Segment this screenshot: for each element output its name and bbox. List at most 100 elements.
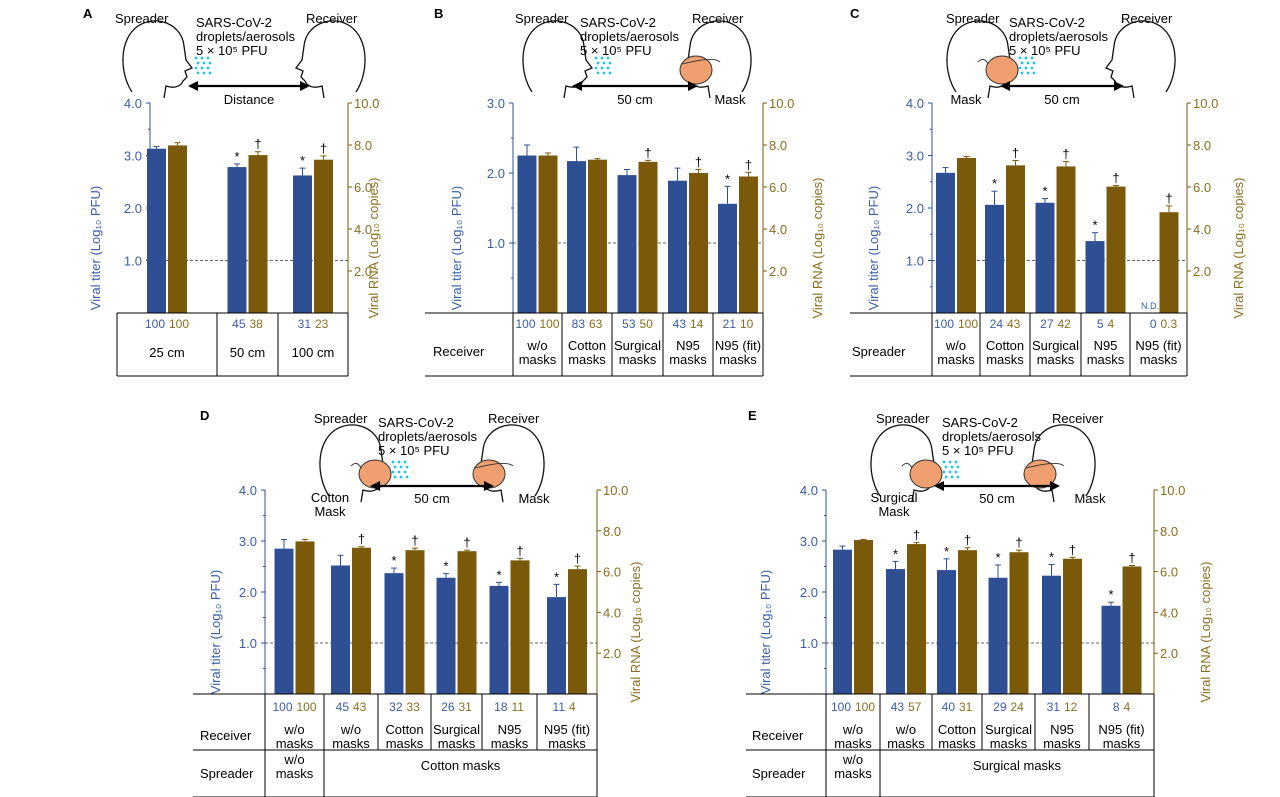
aerosol-droplet <box>954 470 958 474</box>
aerosol-droplet <box>393 465 397 469</box>
category-label-line: N95 (fit) <box>544 722 590 737</box>
right-tick-label: 6.0 <box>1160 565 1178 580</box>
receiver-mask-label: Mask <box>714 92 746 107</box>
right-tick-label: 10.0 <box>1193 96 1218 111</box>
pct-titer: 11 <box>553 700 566 714</box>
bar-rna <box>352 547 371 694</box>
pct-rna: 100 <box>297 700 317 714</box>
right-tick-label: 8.0 <box>769 138 787 153</box>
arrowhead-left <box>572 81 582 91</box>
left-tick-label: 1.0 <box>906 254 924 269</box>
right-tick-label: 4.0 <box>1160 605 1178 620</box>
bar-rna <box>958 550 977 694</box>
head-outline <box>870 424 942 503</box>
right-tick-label: 8.0 <box>354 138 372 153</box>
category-label-line: w/o <box>526 338 547 353</box>
mask-strap <box>350 463 362 469</box>
significance-star: * <box>234 149 239 164</box>
aerosol-droplet <box>391 460 395 464</box>
aerosol-droplet <box>1026 61 1030 65</box>
pct-titer: 24 <box>990 317 1004 331</box>
row2-label: Spreader <box>200 766 254 781</box>
bar-rna <box>957 158 976 313</box>
aerosol-droplet <box>196 61 200 65</box>
mask-strap <box>977 59 989 65</box>
aerosol-droplet <box>956 465 960 469</box>
category-label-line: N95 (fit) <box>1098 722 1144 737</box>
pct-rna: 24 <box>1011 700 1025 714</box>
aerosol-droplet <box>954 460 958 464</box>
aerosol-droplet <box>206 56 210 60</box>
aerosol-droplet <box>950 465 954 469</box>
bar-rna <box>568 569 587 694</box>
significance-dagger: † <box>358 532 365 547</box>
virus-label: SARS-CoV-2 <box>1009 15 1085 30</box>
mask-strap <box>474 463 514 469</box>
category-label-line: N95 <box>676 338 700 353</box>
spreader-label: Spreader <box>515 11 569 26</box>
row-label: Receiver <box>200 728 252 743</box>
pct-rna: 23 <box>315 317 329 331</box>
left-tick-label: 3.0 <box>239 534 257 549</box>
pct-titer: 100 <box>272 700 292 714</box>
pct-titer: 40 <box>942 700 956 714</box>
right-tick-label: 4.0 <box>354 222 372 237</box>
aerosol-droplet <box>1020 61 1024 65</box>
right-tick-label: 2.0 <box>1160 646 1178 661</box>
right-tick-label: 6.0 <box>769 180 787 195</box>
pct-titer: 53 <box>622 317 636 331</box>
category-label-line: masks <box>1103 736 1141 751</box>
right-tick-label: 4.0 <box>769 222 787 237</box>
pct-titer: 32 <box>389 700 403 714</box>
significance-dagger: † <box>254 137 261 152</box>
pct-rna: 12 <box>1064 700 1078 714</box>
arrowhead-left <box>934 481 944 491</box>
bar-titer <box>936 172 955 313</box>
pct-rna: 33 <box>407 700 421 714</box>
significance-dagger: † <box>745 157 752 172</box>
panel-D: D Spreader Receiver SARS-CoV-2droplets/aero… <box>193 408 643 797</box>
arrowhead-right <box>1050 481 1060 491</box>
pct-rna: 100 <box>169 317 189 331</box>
significance-dagger: † <box>1062 147 1069 162</box>
aerosol-droplet <box>948 460 952 464</box>
virus-form-label: droplets/aerosols <box>580 29 679 44</box>
arrowhead-left <box>1000 81 1010 91</box>
pct-titer: 100 <box>145 317 165 331</box>
not-detected-label: N.D. <box>1141 301 1159 311</box>
significance-dagger: † <box>1015 535 1022 550</box>
significance-dagger: † <box>320 141 327 156</box>
significance-star: * <box>1042 184 1047 199</box>
left-tick-label: 4.0 <box>239 483 257 498</box>
category-label-line: masks <box>548 736 586 751</box>
category-label-line: masks <box>1037 352 1075 367</box>
panel-A: A Spreader Receiver SARS-CoV-2droplets/aero… <box>83 6 381 377</box>
aerosol-droplet <box>602 61 606 65</box>
left-tick-label: 3.0 <box>906 149 924 164</box>
aerosol-droplet <box>942 470 946 474</box>
virus-dose-label: 5 × 10⁵ PFU <box>1009 43 1081 58</box>
category-label-line: masks <box>887 736 925 751</box>
virus-label: SARS-CoV-2 <box>580 15 656 30</box>
aerosol-droplet <box>948 470 952 474</box>
significance-star: * <box>496 567 501 582</box>
bar-titer <box>547 597 566 694</box>
aerosol-droplet <box>594 66 598 70</box>
pct-rna: 43 <box>1007 317 1021 331</box>
category-label-line: N95 (fit) <box>715 338 761 353</box>
aerosol-droplet <box>200 56 204 60</box>
mask-icon <box>909 459 943 489</box>
aerosol-droplet <box>600 56 604 60</box>
row-label: Receiver <box>752 728 804 743</box>
bar-rna <box>168 145 187 313</box>
category-label-line: masks <box>619 352 657 367</box>
right-tick-label: 6.0 <box>354 180 372 195</box>
bar-titer <box>1101 605 1121 694</box>
category-label-line: 25 cm <box>149 345 184 360</box>
category-label-line: w/o <box>340 722 361 737</box>
category-label-line: 50 cm <box>230 345 265 360</box>
row-label: Receiver <box>433 344 485 359</box>
bar-rna <box>588 159 607 313</box>
bar-titer <box>718 203 737 313</box>
